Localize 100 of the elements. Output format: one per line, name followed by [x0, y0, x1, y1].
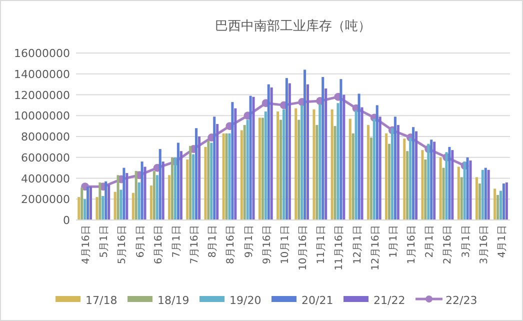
bar — [448, 146, 451, 220]
bar — [80, 188, 84, 220]
bar — [481, 170, 484, 220]
y-tick-label: 4000000 — [21, 172, 70, 186]
bar — [424, 159, 427, 220]
y-tick-label: 8000000 — [21, 130, 70, 144]
bar — [484, 168, 487, 220]
bar — [388, 144, 391, 220]
bar — [180, 151, 182, 220]
bar — [78, 197, 80, 220]
bar — [168, 175, 171, 220]
bar — [132, 192, 134, 220]
bar — [445, 152, 448, 220]
bar — [150, 186, 152, 220]
bar — [231, 102, 234, 220]
x-tick-label: 1月1日 — [388, 225, 400, 258]
chart-title: 巴西中南部工业库存（吨） — [215, 19, 371, 34]
x-tick-label: 3月16日 — [478, 225, 490, 264]
bar — [412, 127, 415, 220]
bar — [176, 142, 180, 220]
bar — [298, 120, 300, 220]
bar — [126, 173, 128, 220]
bar — [225, 133, 228, 220]
bar — [372, 118, 376, 220]
bar — [89, 186, 92, 220]
bar — [466, 157, 469, 220]
legend-label: 20/21 — [302, 294, 334, 307]
bar — [158, 149, 162, 220]
x-tick-label: 10月16日 — [298, 225, 310, 270]
bar — [138, 182, 140, 220]
bar — [207, 140, 210, 220]
bar — [460, 177, 463, 220]
bar — [499, 190, 502, 220]
bar — [396, 125, 400, 220]
bar — [421, 150, 424, 220]
bar — [352, 133, 354, 220]
bar — [114, 192, 116, 220]
bar — [213, 116, 216, 220]
bar — [385, 133, 388, 220]
bar — [478, 183, 481, 220]
bar — [370, 138, 372, 220]
bar — [378, 116, 382, 220]
bar — [282, 109, 285, 220]
x-tick-label: 5月16日 — [117, 225, 128, 264]
bar — [403, 138, 406, 220]
y-tick-label: 2000000 — [21, 193, 70, 206]
bar — [270, 87, 273, 220]
bar — [427, 144, 430, 220]
bar — [104, 181, 108, 220]
bar — [152, 170, 156, 220]
x-tick-label: 6月16日 — [153, 225, 164, 264]
bar — [120, 190, 122, 220]
x-tick-label: 8月16日 — [226, 225, 237, 264]
legend-label: 18/19 — [158, 294, 190, 307]
bar — [336, 103, 340, 220]
legend-label: 17/18 — [86, 294, 118, 307]
x-tick-label: 9月1日 — [244, 225, 255, 258]
bar — [222, 133, 225, 220]
bar — [252, 96, 255, 220]
bar — [234, 108, 237, 220]
bar — [108, 184, 110, 220]
bar — [414, 131, 418, 220]
x-tick-label: 1月16日 — [406, 225, 418, 264]
bar — [487, 170, 490, 220]
x-tick-label: 11月1日 — [316, 225, 328, 264]
bar — [409, 138, 412, 220]
bar — [280, 120, 282, 220]
bar — [348, 118, 352, 220]
bar — [354, 110, 358, 220]
bar — [86, 186, 90, 220]
bar — [494, 188, 496, 220]
x-tick-label: 7月1日 — [171, 225, 182, 258]
bar — [264, 111, 267, 220]
bar — [330, 109, 334, 220]
bar — [306, 84, 310, 220]
x-tick-label: 6月1日 — [135, 225, 146, 258]
legend-label: 19/20 — [230, 294, 262, 307]
bar — [216, 124, 219, 220]
bar — [288, 83, 291, 220]
y-tick-label: 14000000 — [14, 68, 70, 81]
bar — [439, 157, 442, 220]
bar — [210, 142, 213, 220]
bar — [358, 94, 360, 220]
bar — [430, 140, 433, 220]
bar — [96, 197, 98, 220]
bar — [300, 105, 304, 220]
x-tick-label: 2月16日 — [442, 225, 454, 264]
legend-label: 21/22 — [374, 294, 406, 307]
bar — [198, 136, 201, 220]
bar — [294, 108, 298, 220]
bar — [324, 88, 328, 220]
bar — [261, 118, 264, 220]
bar — [463, 162, 466, 220]
y-tick-label: 16000000 — [14, 47, 70, 60]
x-tick-label: 8月1日 — [208, 225, 219, 258]
bar — [267, 84, 270, 220]
bar — [195, 128, 198, 220]
bar — [496, 194, 500, 220]
bar — [451, 150, 454, 220]
bar — [285, 78, 288, 220]
